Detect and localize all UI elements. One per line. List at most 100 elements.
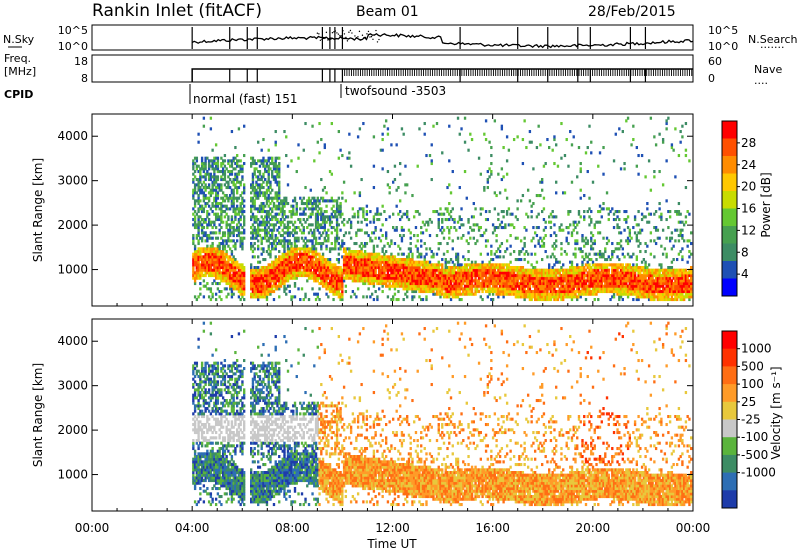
power-cell <box>374 226 377 230</box>
power-cell <box>435 287 439 291</box>
power-cell <box>302 148 305 152</box>
power-cell <box>395 271 398 275</box>
power-cell <box>420 276 423 280</box>
power-cell <box>251 228 255 232</box>
power-cell <box>214 236 218 240</box>
power-cell <box>276 279 279 283</box>
power-cell <box>448 202 451 206</box>
power-cell <box>567 164 570 168</box>
power-cell <box>192 242 195 246</box>
power-cell <box>519 199 523 203</box>
power-cell <box>232 191 235 195</box>
date-label: 28/Feb/2015 <box>588 4 676 20</box>
power-cell <box>237 279 241 283</box>
power-cell <box>448 231 451 235</box>
power-cell <box>316 220 319 224</box>
power-cell <box>278 276 281 280</box>
power-cell <box>548 146 551 150</box>
nsearch-dot <box>373 34 376 36</box>
power-cell <box>339 228 342 232</box>
power-cell <box>318 298 321 302</box>
nsearch-dot <box>316 32 319 34</box>
power-cell <box>262 268 265 272</box>
power-cell <box>278 183 281 187</box>
power-cell <box>276 170 279 174</box>
power-cell <box>414 279 418 283</box>
power-cell <box>306 263 309 267</box>
power-cell <box>257 239 260 243</box>
power-cell <box>407 279 411 283</box>
power-cell <box>434 263 437 267</box>
power-cell <box>335 220 339 224</box>
power-cell <box>220 175 223 179</box>
power-cell <box>409 276 412 280</box>
power-cell <box>207 255 211 259</box>
power-cell <box>243 215 246 219</box>
power-cell <box>306 250 309 254</box>
power-cell <box>318 266 321 270</box>
power-cell <box>379 239 383 243</box>
power-cell <box>267 268 270 272</box>
power-cell <box>439 282 442 286</box>
power-cell <box>202 295 206 299</box>
power-cell <box>393 276 397 280</box>
power-cell <box>351 268 355 272</box>
power-cell <box>562 263 565 267</box>
power-cell <box>232 244 235 248</box>
power-cell <box>218 186 221 190</box>
power-cell <box>262 156 265 160</box>
power-cell <box>272 226 276 230</box>
power-cell <box>335 215 339 219</box>
power-cell <box>221 250 225 254</box>
power-cell <box>197 250 200 254</box>
power-cell <box>260 178 263 182</box>
power-cell <box>286 231 290 235</box>
power-cell <box>237 266 241 270</box>
power-cell <box>250 284 253 288</box>
power-cell <box>281 266 284 270</box>
power-cell <box>379 282 383 286</box>
power-cell <box>383 271 386 275</box>
power-cell <box>341 220 344 224</box>
power-cell <box>335 292 339 296</box>
power-cell <box>202 196 206 200</box>
power-cell <box>427 263 430 267</box>
power-cell <box>335 207 339 211</box>
power-cell <box>323 279 326 283</box>
power-cell <box>332 247 335 251</box>
power-cell <box>423 279 426 283</box>
power-cell <box>228 223 232 227</box>
power-cell <box>323 220 326 224</box>
power-cell <box>197 223 200 227</box>
power-cell <box>318 199 321 203</box>
power-cell <box>477 279 481 283</box>
power-cell <box>372 271 376 275</box>
power-cell <box>204 231 207 235</box>
power-cell <box>356 252 360 256</box>
power-cell <box>360 271 363 275</box>
power-cell <box>341 242 344 246</box>
power-cell <box>416 255 419 259</box>
power-cell <box>377 268 381 272</box>
power-cell <box>428 247 432 251</box>
power-cell <box>260 236 263 240</box>
power-cell <box>409 260 412 264</box>
power-cell <box>230 220 234 224</box>
power-cell <box>211 204 214 208</box>
power-cell <box>446 250 449 254</box>
power-cell <box>258 228 262 232</box>
power-cell <box>197 266 200 270</box>
power-cell <box>332 287 335 291</box>
power-cell <box>407 252 411 256</box>
power-cell <box>486 252 490 256</box>
power-cell <box>193 223 197 227</box>
power-cell <box>393 287 397 291</box>
power-cell <box>271 266 274 270</box>
power-cell <box>439 207 442 211</box>
power-cell <box>285 255 288 259</box>
power-cell <box>285 154 288 158</box>
power-cell <box>314 279 318 283</box>
power-cell <box>399 268 402 272</box>
power-cell <box>423 282 426 286</box>
power-cell <box>200 159 204 163</box>
